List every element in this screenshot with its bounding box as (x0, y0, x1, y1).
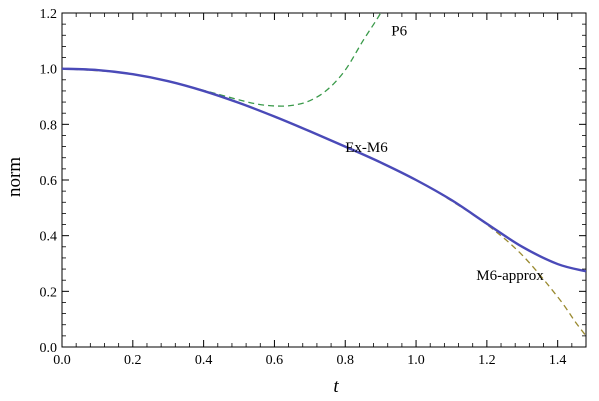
y-tick-label: 0.4 (40, 230, 58, 245)
y-tick-label: 0.6 (40, 174, 58, 189)
y-tick-label: 0.0 (40, 341, 58, 356)
y-tick-label: 1.0 (40, 63, 58, 78)
x-axis-title: t (333, 376, 339, 397)
annotation-layer: P6 Ex-M6 M6-approx (345, 23, 544, 284)
x-tick-label: 0.4 (195, 353, 213, 368)
series-line-m6-approx (62, 68, 586, 337)
annotation-label: P6 (391, 23, 407, 39)
y-tick-label: 0.2 (40, 285, 58, 300)
x-tick-label: 0.6 (266, 353, 284, 368)
y-tick-label: 0.8 (40, 118, 58, 133)
series-layer (62, 13, 586, 337)
x-tick-label: 0.8 (336, 353, 354, 368)
annotation-label: M6-approx (476, 268, 544, 284)
annotation-label: Ex-M6 (345, 140, 388, 156)
y-axis: 0.0 0.2 0.4 0.6 0.8 1.0 1.2 (40, 7, 586, 356)
x-axis: 0.0 0.2 0.4 0.6 0.8 1.0 1.2 1.4 (53, 13, 573, 368)
series-line-p6 (62, 13, 382, 107)
series-line-ex-m6 (62, 67, 586, 273)
x-tick-label: 0.0 (53, 353, 71, 368)
x-tick-label: 1.0 (407, 353, 425, 368)
plot-frame (61, 12, 587, 348)
x-tick-label: 0.2 (124, 353, 142, 368)
y-axis-title: norm (4, 157, 25, 197)
y-tick-label: 1.2 (40, 7, 58, 22)
plot-border (61, 12, 587, 348)
x-tick-label: 1.4 (549, 353, 567, 368)
x-tick-label: 1.2 (478, 353, 496, 368)
